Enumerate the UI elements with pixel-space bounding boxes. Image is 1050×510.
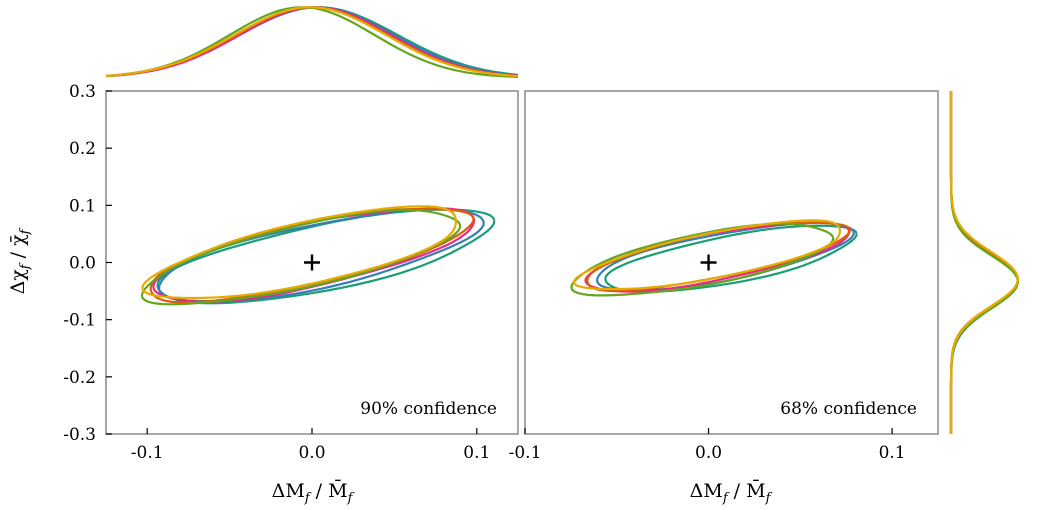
true-value-marker: [700, 254, 717, 271]
y-tick-label: 0.0: [69, 254, 96, 274]
contour-series-5: [141, 205, 458, 300]
y-axis-label: Δχf / χ̄f: [7, 227, 33, 294]
y-tick-label: -0.3: [63, 425, 96, 445]
contour-series-5: [572, 219, 842, 291]
panel-68-confidence: -0.1 0.0 0.1 68% confidence ΔMf / M̄f: [509, 90, 939, 506]
marginal-x-series-5: [105, 6, 519, 78]
panel-90-ticks: -0.1 0.0 0.1 -0.3 -0.2 -0.1 0.0 0.1 0.2 0.3: [63, 82, 490, 463]
panel-68-frame: [524, 90, 939, 435]
y-tick-label: 0.3: [69, 82, 96, 102]
contour-series-1: [595, 221, 855, 292]
y-tick-label: -0.2: [63, 368, 96, 388]
true-value-marker: [304, 254, 320, 271]
x-tick-label: 0.0: [298, 443, 325, 463]
panel-90-contours: [140, 205, 496, 306]
contour-series-1: [157, 207, 485, 303]
x-tick-label: 0.0: [695, 443, 722, 463]
marginal-x-plot: [105, 6, 519, 78]
x-tick-label: 0.1: [463, 443, 490, 463]
x-tick-label: -0.1: [131, 443, 164, 463]
marginal-y-plot: [949, 91, 1020, 434]
contour-series-2: [152, 207, 476, 303]
y-tick-label: 0.1: [69, 196, 96, 216]
contour-series-4: [140, 208, 462, 306]
panel-90-xlabel: ΔMf / M̄f: [272, 479, 355, 506]
panel-90-confidence: -0.1 0.0 0.1 -0.3 -0.2 -0.1 0.0 0.1 0.2 0.3 90% c…: [7, 82, 519, 506]
y-tick-label: -0.1: [63, 311, 96, 331]
panel-68-label: 68% confidence: [780, 399, 917, 419]
contour-series-0: [604, 224, 858, 294]
panel-68-ticks: -0.1 0.0 0.1: [509, 428, 906, 463]
panel-68-contours: [570, 219, 858, 297]
panel-68-xlabel: ΔMf / M̄f: [690, 479, 773, 506]
panel-90-label: 90% confidence: [360, 399, 497, 419]
x-tick-label: 0.1: [879, 443, 906, 463]
y-tick-label: 0.2: [69, 139, 96, 159]
marginal-y-series-5: [949, 91, 1020, 434]
x-tick-label: -0.1: [509, 443, 542, 463]
